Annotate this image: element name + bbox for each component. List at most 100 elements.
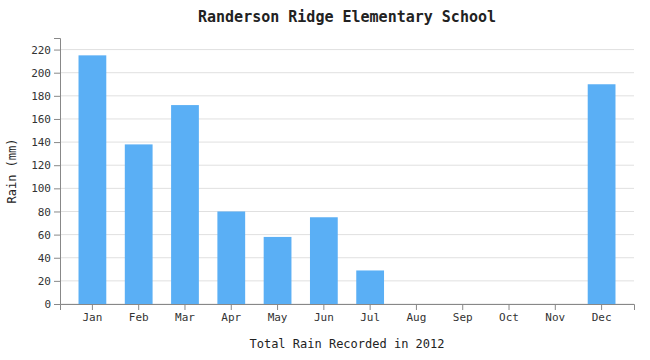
tick-mark — [54, 165, 60, 166]
y-tick: 80 — [38, 205, 60, 218]
grid-line — [60, 95, 634, 96]
axis-line — [54, 39, 61, 305]
grid-line — [60, 142, 634, 143]
y-tick: 180 — [31, 90, 60, 103]
bar — [356, 270, 384, 304]
tick-label: Jun — [314, 311, 334, 324]
title: Randerson Ridge Elementary School — [198, 8, 496, 26]
tick-label: 80 — [38, 205, 51, 218]
tick-mark — [370, 304, 371, 310]
x-tick: Sep — [453, 304, 473, 324]
grid-line — [60, 118, 634, 119]
y-tick: 60 — [38, 229, 60, 242]
bar — [264, 237, 292, 304]
tick-mark — [509, 304, 510, 310]
grid-line — [60, 49, 634, 50]
y-tick: 160 — [31, 113, 60, 126]
y-tick: 20 — [38, 275, 60, 288]
tick-mark — [54, 119, 60, 120]
bar — [495, 304, 523, 305]
y-tick: 200 — [31, 67, 60, 80]
tick-label: Aug — [406, 311, 426, 324]
y-tick: 120 — [31, 159, 60, 172]
bar — [541, 304, 569, 305]
tick-mark — [54, 188, 60, 189]
tick-mark — [54, 142, 60, 143]
tick-mark — [138, 304, 139, 310]
bar — [310, 217, 338, 304]
tick-mark — [323, 304, 324, 310]
tick-mark — [601, 304, 602, 310]
tick-mark — [54, 304, 60, 305]
bar — [217, 211, 245, 304]
tick-label: Oct — [499, 311, 519, 324]
plot-area: Jan Feb Mar Apr May Jun Jul Aug Sep Oct Nov Dec 0 20 4… — [31, 39, 634, 324]
tick-label: 220 — [31, 44, 51, 57]
y-tick: 220 — [31, 44, 60, 57]
x-axis-title: Total Rain Recorded in 2012 — [249, 337, 444, 351]
axis-line — [61, 305, 635, 311]
x-tick: Feb — [129, 304, 149, 324]
x-tick: Jul — [360, 304, 380, 324]
tick-label: May — [268, 311, 288, 324]
tick-mark — [555, 304, 556, 310]
bar — [125, 144, 153, 304]
tick-label: 40 — [38, 252, 51, 265]
x-axis: Jan Feb Mar Apr May Jun Jul Aug Sep Oct Nov Dec — [61, 304, 635, 324]
tick-label: Apr — [221, 311, 241, 324]
tick-mark — [462, 304, 463, 310]
tick-mark — [184, 304, 185, 310]
tick-label: 160 — [31, 113, 51, 126]
x-tick: Apr — [221, 304, 241, 324]
x-tick: Dec — [592, 304, 612, 324]
tick-label: Jan — [82, 311, 102, 324]
tick-label: Dec — [592, 311, 612, 324]
tick-label: 120 — [31, 159, 51, 172]
tick-label: Sep — [453, 311, 473, 324]
tick-mark — [54, 281, 60, 282]
tick-mark — [54, 258, 60, 259]
tick-label: 60 — [38, 229, 51, 242]
bar — [588, 84, 616, 304]
tick-label: 100 — [31, 182, 51, 195]
grid — [60, 50, 634, 304]
tick-mark — [92, 304, 93, 310]
tick-label: Feb — [129, 311, 149, 324]
tick-mark — [54, 235, 60, 236]
tick-mark — [54, 96, 60, 97]
tick-mark — [416, 304, 417, 310]
y-axis-title: Rain (mm) — [5, 138, 19, 203]
tick-mark — [54, 73, 60, 74]
x-tick: Jun — [314, 304, 334, 324]
chart-container: Randerson Ridge Elementary School Jan Feb M… — [0, 0, 650, 360]
tick-mark — [231, 304, 232, 310]
tick-label: 140 — [31, 136, 51, 149]
x-tick: May — [268, 304, 288, 324]
x-tick: Nov — [545, 304, 565, 324]
tick-mark — [277, 304, 278, 310]
y-tick: 100 — [31, 182, 60, 195]
y-tick: 0 — [44, 298, 60, 311]
x-tick: Jan — [82, 304, 102, 324]
bar — [79, 55, 107, 304]
grid-line — [60, 72, 634, 73]
y-tick: 140 — [31, 136, 60, 149]
tick-label: Mar — [175, 311, 195, 324]
bar — [171, 105, 199, 304]
tick-label: Jul — [360, 311, 380, 324]
bar — [449, 304, 477, 305]
y-tick: 40 — [38, 252, 60, 265]
x-tick: Aug — [406, 304, 426, 324]
tick-label: Nov — [545, 311, 565, 324]
bar — [403, 304, 431, 305]
x-tick: Oct — [499, 304, 519, 324]
tick-mark — [54, 211, 60, 212]
tick-label: 180 — [31, 90, 51, 103]
y-axis: 0 20 40 60 80 100 120 140 160 180 200 220 — [31, 39, 60, 312]
tick-label: 20 — [38, 275, 51, 288]
tick-label: 0 — [44, 298, 51, 311]
bars — [79, 55, 616, 304]
tick-label: 200 — [31, 67, 51, 80]
chart: Randerson Ridge Elementary School Jan Feb M… — [0, 0, 650, 360]
x-tick: Mar — [175, 304, 195, 324]
